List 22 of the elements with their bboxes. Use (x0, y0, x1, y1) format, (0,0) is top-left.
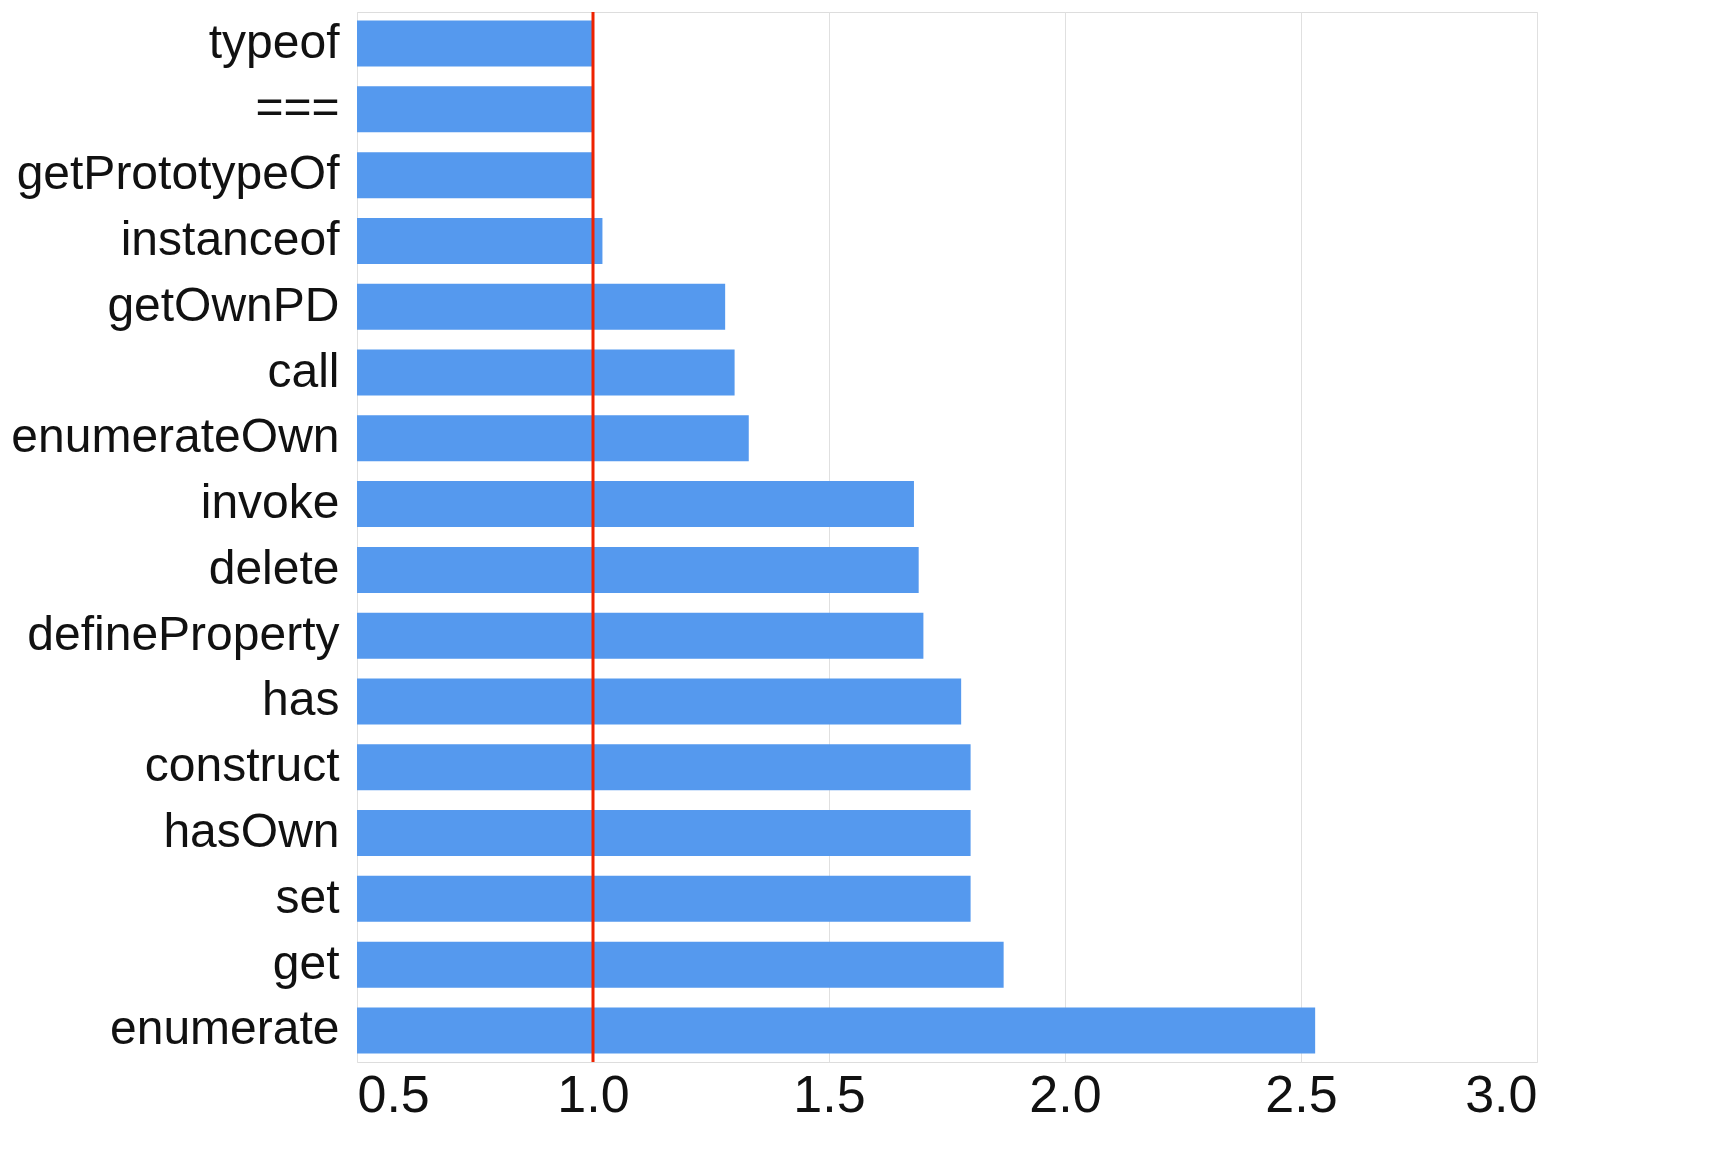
y-tick-label: typeof (208, 14, 341, 68)
y-tick-label: has (262, 672, 340, 726)
x-tick-label: 3.0 (1465, 1064, 1538, 1123)
y-tick-label: enumerate (110, 1001, 340, 1055)
y-tick-label: instanceof (120, 211, 341, 265)
x-tick-label: 2.5 (1265, 1064, 1338, 1123)
y-tick-label: getOwnPD (107, 277, 340, 331)
y-tick-label: set (275, 869, 340, 923)
y-tick-label: delete (208, 540, 340, 594)
y-tick-label: getPrototypeOf (16, 146, 341, 200)
x-tick-label: 0.5 (357, 1064, 430, 1123)
y-tick-label: construct (144, 738, 340, 792)
y-tick-label: hasOwn (163, 804, 340, 858)
x-tick-label: 1.0 (557, 1064, 630, 1123)
x-tick-label: 2.0 (1029, 1064, 1102, 1123)
y-tick-label: === (255, 80, 340, 134)
x-tick-label: 1.5 (793, 1064, 866, 1123)
y-tick-label: invoke (200, 475, 340, 529)
y-tick-label: defineProperty (27, 606, 340, 660)
y-tick-label: get (272, 935, 340, 989)
y-tick-label: call (267, 343, 340, 397)
y-tick-label: enumerateOwn (11, 409, 340, 463)
